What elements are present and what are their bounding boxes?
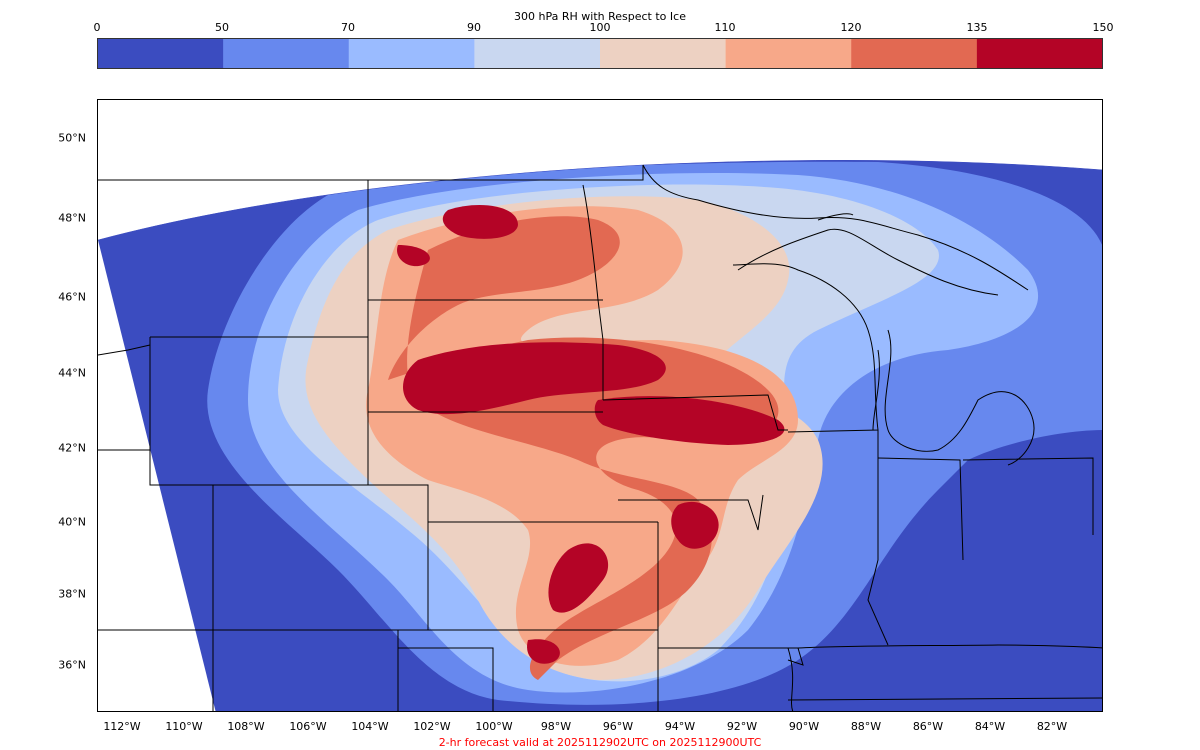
lon-label: 88°W [850, 720, 882, 733]
lon-label: 96°W [602, 720, 634, 733]
colorbar-swatch [223, 38, 350, 69]
colorbar-swatch [348, 38, 475, 69]
rh-band-135-150 [397, 205, 785, 664]
lon-label: 82°W [1036, 720, 1068, 733]
rh-field [98, 160, 1102, 711]
colorbar-title: 300 hPa RH with Respect to Ice [514, 10, 686, 23]
colorbar-swatch [474, 38, 601, 69]
colorbar-tick: 90 [467, 21, 481, 34]
lon-label: 98°W [540, 720, 572, 733]
lon-label: 94°W [664, 720, 696, 733]
lon-label: 102°W [413, 720, 451, 733]
rh-band-120-135 [388, 216, 779, 680]
lat-label: 36°N [58, 658, 86, 672]
lat-label: 38°N [58, 587, 86, 601]
rh-field-map [98, 160, 1102, 711]
colorbar-swatch [976, 38, 1103, 69]
state-boundaries [98, 164, 1102, 711]
colorbar [97, 38, 1103, 69]
lon-label: 86°W [912, 720, 944, 733]
colorbar-tick: 70 [341, 21, 355, 34]
lat-label: 44°N [58, 366, 86, 380]
lon-label: 106°W [289, 720, 327, 733]
lat-label: 50°N [58, 131, 86, 145]
colorbar-tick: 150 [1092, 21, 1114, 34]
lat-label: 46°N [58, 290, 86, 304]
colorbar-tick: 50 [215, 21, 229, 34]
colorbar-swatch [725, 38, 852, 69]
colorbar-swatch [851, 38, 978, 69]
lon-label: 110°W [165, 720, 203, 733]
colorbar-tick: 110 [714, 21, 736, 34]
lon-label: 84°W [974, 720, 1006, 733]
forecast-valid-text: 2-hr forecast valid at 2025112902UTC on … [438, 736, 762, 749]
lon-label: 108°W [227, 720, 265, 733]
colorbar-outline [97, 38, 1103, 69]
colorbar-swatch [97, 38, 224, 69]
colorbar-tick: 135 [966, 21, 988, 34]
colorbar-swatch [600, 38, 727, 69]
map-panel [97, 99, 1103, 712]
lon-label: 100°W [475, 720, 513, 733]
lat-label: 42°N [58, 441, 86, 455]
colorbar-tick: 0 [93, 21, 101, 34]
lat-label: 40°N [58, 515, 86, 529]
canada-border [642, 164, 1029, 291]
domain-edge [98, 160, 1102, 241]
lon-label: 104°W [351, 720, 389, 733]
lon-label: 112°W [103, 720, 141, 733]
colorbar-tick: 100 [589, 21, 611, 34]
lon-label: 90°W [788, 720, 820, 733]
lon-label: 92°W [726, 720, 758, 733]
colorbar-tick: 120 [840, 21, 862, 34]
lat-label: 48°N [58, 211, 86, 225]
